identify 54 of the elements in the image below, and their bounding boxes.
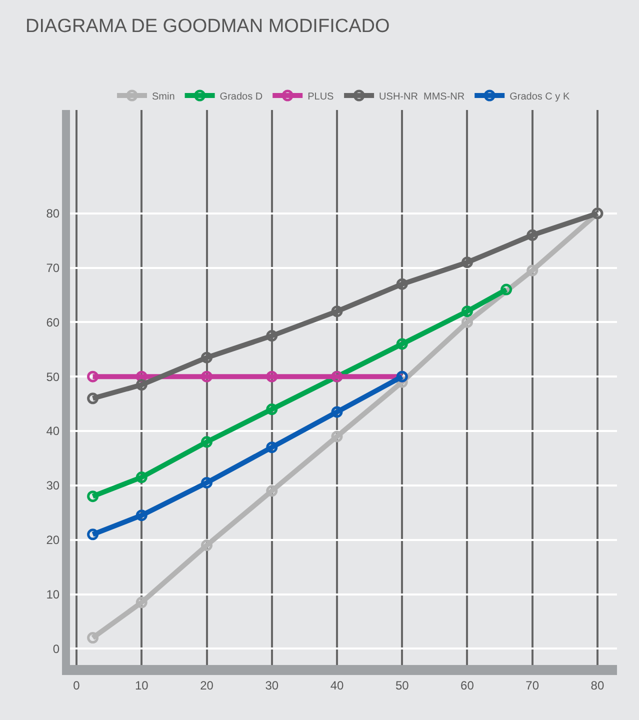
point bbox=[526, 229, 538, 241]
x-tick-label: 0 bbox=[73, 678, 80, 692]
point bbox=[87, 528, 99, 540]
point bbox=[266, 404, 278, 416]
x-tick-label: 50 bbox=[395, 678, 410, 692]
point bbox=[396, 278, 408, 290]
x-tick-label: 30 bbox=[265, 678, 279, 692]
point bbox=[201, 370, 212, 382]
point bbox=[461, 316, 473, 328]
point bbox=[331, 406, 343, 418]
legend-label: USH-NR MMS-NR bbox=[379, 91, 465, 102]
y-tick-label: 80 bbox=[46, 206, 60, 221]
point bbox=[461, 256, 473, 268]
y-tick-label: 60 bbox=[46, 315, 60, 330]
legend-label: PLUS bbox=[308, 91, 334, 102]
y-tick-label: 70 bbox=[46, 260, 60, 275]
point bbox=[136, 379, 148, 391]
chart-title: DIAGRAMA DE GOODMAN MODIFICADO bbox=[26, 16, 390, 37]
y-tick-label: 20 bbox=[46, 533, 60, 548]
x-tick-label: 40 bbox=[330, 678, 344, 692]
x-tick-label: 10 bbox=[134, 678, 149, 692]
x-tick-label: 70 bbox=[526, 678, 540, 692]
x-tick-label: 60 bbox=[460, 678, 474, 692]
y-tick-label: 0 bbox=[52, 642, 60, 656]
x-tick-label: 20 bbox=[200, 678, 214, 692]
point bbox=[266, 485, 278, 497]
point bbox=[201, 476, 212, 488]
point bbox=[201, 352, 212, 364]
point bbox=[500, 284, 512, 296]
y-tick-label: 40 bbox=[46, 424, 60, 438]
point bbox=[331, 430, 343, 442]
point bbox=[136, 510, 148, 522]
point bbox=[136, 596, 148, 608]
point bbox=[266, 370, 278, 382]
y-tick-label: 30 bbox=[46, 478, 60, 493]
point bbox=[87, 370, 99, 382]
legend-label: Grados D bbox=[220, 91, 263, 102]
legend-label: Smin bbox=[152, 91, 175, 102]
point bbox=[526, 264, 538, 276]
point bbox=[266, 442, 278, 454]
point bbox=[201, 436, 212, 448]
point bbox=[396, 338, 408, 350]
point bbox=[201, 540, 212, 552]
point bbox=[136, 472, 148, 484]
point bbox=[87, 490, 99, 502]
point bbox=[87, 392, 99, 404]
y-tick-label: 10 bbox=[46, 587, 60, 602]
point bbox=[266, 330, 278, 342]
point bbox=[331, 306, 343, 318]
legend-label: Grados C y K bbox=[510, 91, 570, 102]
point bbox=[461, 306, 473, 318]
point bbox=[87, 632, 99, 644]
y-tick-label: 50 bbox=[46, 370, 60, 384]
x-tick-label: 80 bbox=[590, 678, 604, 692]
